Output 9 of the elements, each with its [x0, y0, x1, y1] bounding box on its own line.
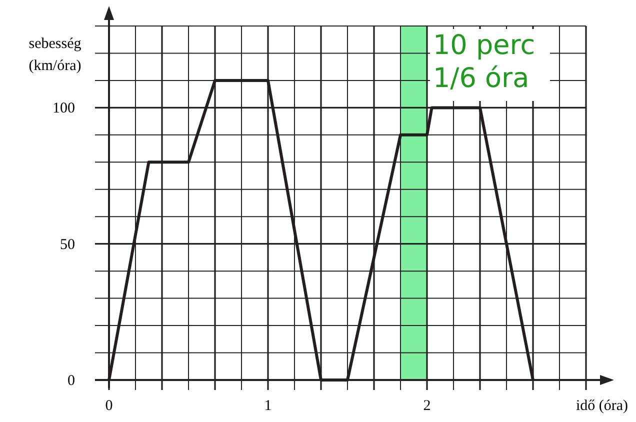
y-tick-label: 0	[68, 373, 75, 389]
x-tick-label: 1	[264, 398, 272, 414]
y-axis-title: sebesség (km/óra)	[28, 36, 82, 74]
y-tick-label: 100	[52, 100, 75, 117]
y-tick-label: 50	[60, 236, 75, 253]
x-tick-label: 2	[423, 398, 431, 414]
band-label: 10 perc 1/6 óra	[433, 30, 536, 94]
x-axis-title: idő (óra)	[576, 398, 628, 414]
x-tick-label: 0	[105, 398, 113, 414]
